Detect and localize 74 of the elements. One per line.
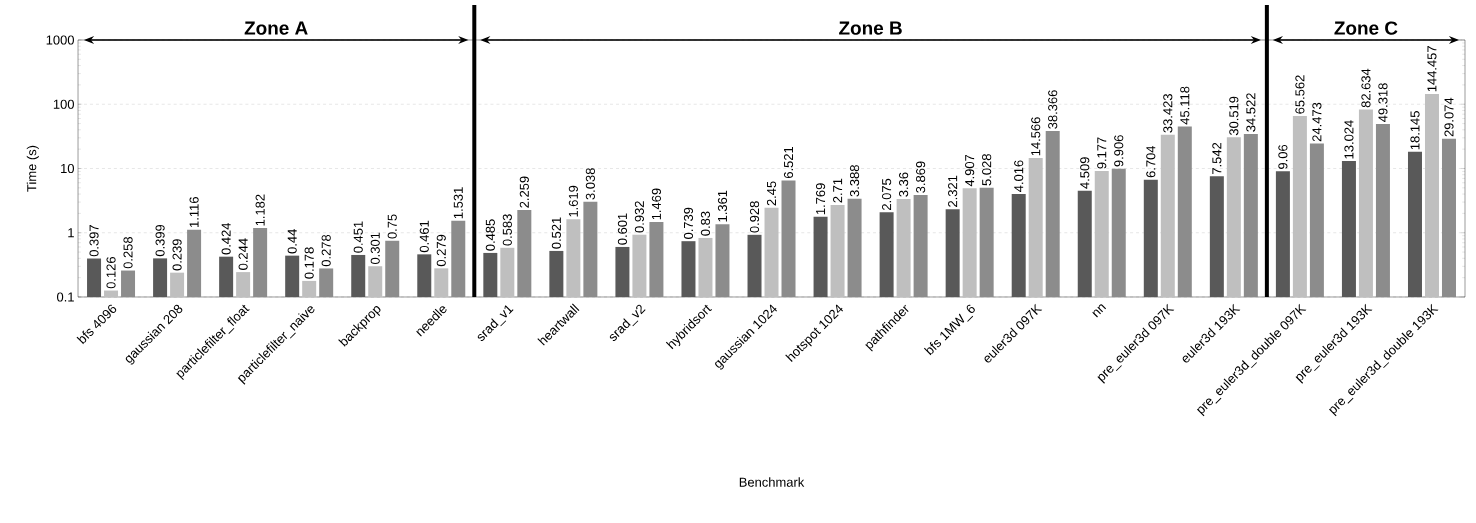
data-label: 18.145 (1410, 111, 1420, 150)
data-label: 0.258 (123, 237, 133, 269)
data-label: 29.074 (1444, 97, 1454, 137)
data-label: 1.182 (255, 194, 265, 226)
data-label: 6.521 (783, 146, 794, 179)
data-label: 0.928 (749, 201, 760, 233)
data-label: 49.318 (1378, 83, 1388, 122)
data-label: 7.542 (1212, 142, 1222, 174)
data-label: 5.028 (982, 154, 992, 186)
data-label: 2.45 (766, 181, 777, 206)
data-label: 9.177 (1097, 137, 1107, 169)
data-label: 1.361 (717, 190, 728, 222)
y-tick-label: 100 (53, 99, 74, 109)
data-label: 0.75 (387, 214, 397, 239)
data-label: 34.522 (1246, 93, 1256, 132)
data-label: 6.704 (1146, 145, 1156, 178)
text: Zone C (1334, 21, 1398, 35)
data-label: 3.869 (916, 161, 926, 193)
data-label: 2.71 (833, 178, 843, 203)
data-label: 0.521 (551, 217, 561, 249)
data-label: 2.321 (948, 175, 958, 207)
data-label: 33.423 (1163, 94, 1173, 133)
text: Zone A (244, 21, 308, 35)
data-label: 0.44 (287, 229, 297, 254)
y-tick-label: 10 (61, 163, 74, 174)
y-tick-label: 1 (68, 228, 74, 238)
data-label: 0.739 (683, 207, 694, 239)
data-label: 2.075 (882, 178, 892, 211)
data-label: 0.239 (172, 239, 182, 271)
data-label: 0.278 (321, 234, 331, 267)
data-label: 1.769 (815, 183, 826, 215)
data-label: 0.397 (89, 225, 99, 257)
data-label: 30.519 (1229, 96, 1239, 136)
data-label: 9.906 (1114, 135, 1124, 167)
data-label: 144.457 (1427, 46, 1437, 92)
data-label: 65.562 (1295, 75, 1305, 114)
data-label: 0.485 (485, 219, 495, 251)
data-label: 14.566 (1031, 117, 1041, 156)
data-label: 0.244 (238, 238, 248, 270)
data-label: 9.06 (1278, 144, 1288, 169)
data-label: 4.907 (965, 154, 975, 187)
data-label: 0.932 (634, 201, 644, 233)
data-label: 3.36 (899, 172, 909, 197)
data-label: 1.469 (651, 188, 661, 220)
data-label: 0.601 (617, 213, 627, 245)
data-label: 0.424 (221, 222, 231, 255)
x-axis-title: Benchmark (739, 477, 805, 487)
data-label: 1.531 (453, 187, 463, 219)
y-tick-label: 0.1 (56, 292, 74, 302)
data-label: 0.279 (436, 234, 446, 267)
data-label: 3.388 (849, 165, 860, 197)
data-label: 82.634 (1361, 68, 1371, 108)
data-label: 1.116 (189, 197, 199, 227)
data-label: 1.619 (568, 185, 578, 217)
x-tick-label: nn (1092, 304, 1107, 318)
data-label: 2.259 (519, 176, 529, 208)
data-label: 13.024 (1344, 120, 1354, 159)
data-label: 24.473 (1312, 102, 1322, 142)
data-label: 0.301 (370, 232, 380, 265)
text: Zone B (839, 21, 902, 35)
data-label: 4.509 (1080, 157, 1090, 189)
data-label: 0.399 (155, 224, 165, 257)
data-label: 3.038 (585, 168, 595, 200)
y-axis-title: Time (s) (26, 145, 39, 192)
y-tick-label: 1000 (46, 35, 74, 45)
data-label: 0.583 (502, 214, 512, 246)
data-label: 38.366 (1048, 90, 1058, 129)
data-label: 0.178 (304, 247, 314, 279)
data-label: 4.016 (1014, 160, 1024, 192)
data-label: 0.451 (353, 221, 363, 253)
data-label: 45.118 (1180, 86, 1190, 125)
data-label: 0.461 (419, 220, 429, 253)
data-label: 0.126 (106, 257, 116, 289)
data-label: 0.83 (700, 211, 711, 236)
